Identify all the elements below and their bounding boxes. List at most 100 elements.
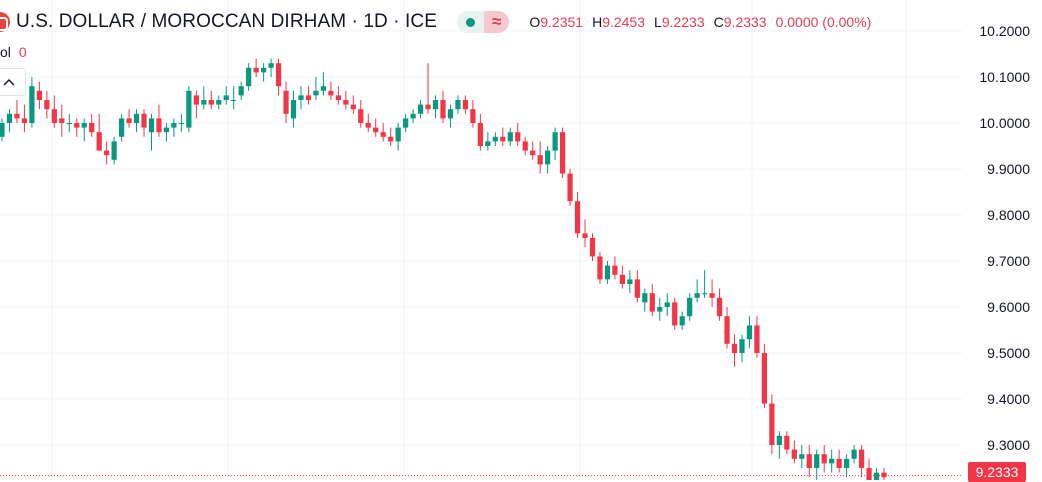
candle-body bbox=[133, 113, 140, 123]
candle-body bbox=[231, 100, 237, 101]
candle-body bbox=[320, 86, 327, 91]
symbol-logo-icon[interactable] bbox=[0, 12, 10, 32]
candle-body bbox=[66, 123, 72, 124]
candle-body bbox=[500, 136, 506, 142]
data-delay-icon[interactable]: ≈ bbox=[484, 11, 510, 33]
candle-body bbox=[844, 458, 850, 468]
candle-body bbox=[507, 132, 513, 142]
price-tick-label: 9.9000 bbox=[987, 161, 1030, 177]
candle-body bbox=[589, 238, 596, 257]
candle-body bbox=[761, 353, 768, 404]
candle-body bbox=[485, 141, 491, 146]
symbol-title[interactable]: U.S. DOLLAR / MOROCCAN DIRHAM · 1D · ICE bbox=[16, 11, 437, 32]
candle-body bbox=[343, 100, 349, 105]
collapse-legend-button[interactable] bbox=[0, 68, 26, 96]
candle-body bbox=[784, 435, 790, 450]
candle-body bbox=[208, 100, 214, 105]
candle-body bbox=[470, 109, 476, 123]
low-value: 9.2233 bbox=[661, 14, 705, 30]
price-tick-label: 9.8000 bbox=[987, 207, 1030, 223]
price-tick-label: 9.5000 bbox=[987, 345, 1030, 361]
candle-body bbox=[574, 201, 581, 234]
candle-body bbox=[821, 454, 827, 464]
candle-body bbox=[604, 265, 611, 280]
open-value: 9.2351 bbox=[540, 14, 584, 30]
candle-body bbox=[373, 127, 379, 133]
candle-body bbox=[672, 302, 678, 326]
candle-body bbox=[537, 155, 543, 165]
candle-body bbox=[769, 403, 775, 445]
price-tick-label: 9.7000 bbox=[987, 253, 1030, 269]
volume-value: 0 bbox=[18, 44, 27, 60]
candle-body bbox=[36, 90, 42, 100]
candle-body bbox=[634, 279, 640, 298]
candle-body bbox=[530, 150, 536, 156]
candle-body bbox=[687, 297, 693, 317]
candle-body bbox=[21, 118, 28, 123]
candle-body bbox=[417, 104, 424, 114]
candle-body bbox=[171, 123, 177, 128]
candle-body bbox=[582, 233, 588, 238]
candle-body bbox=[814, 454, 820, 468]
candle-body bbox=[425, 104, 431, 110]
candle-body bbox=[492, 136, 498, 142]
candle-body bbox=[881, 472, 887, 478]
price-tick-label: 10.0000 bbox=[979, 115, 1030, 131]
price-tick-label: 9.4000 bbox=[987, 391, 1030, 407]
candle-body bbox=[178, 123, 185, 124]
chart-grid bbox=[0, 0, 962, 480]
candle-body bbox=[365, 123, 371, 128]
candle-body bbox=[724, 316, 730, 344]
candle-body bbox=[716, 297, 723, 317]
candle-body bbox=[193, 95, 199, 105]
candle-body bbox=[462, 100, 469, 110]
candle-body bbox=[74, 123, 80, 128]
low-label: L bbox=[654, 14, 662, 30]
candle-body bbox=[597, 256, 603, 280]
candle-body bbox=[440, 100, 446, 119]
candle-body bbox=[866, 468, 872, 480]
candle-body bbox=[335, 95, 341, 100]
candle-body bbox=[694, 293, 700, 298]
candle-body bbox=[873, 472, 880, 480]
candle-body bbox=[156, 118, 162, 133]
candle-body bbox=[238, 86, 244, 96]
high-value: 9.2453 bbox=[602, 14, 646, 30]
candle-body bbox=[701, 293, 708, 295]
chart-header: U.S. DOLLAR / MOROCCAN DIRHAM · 1D · ICE… bbox=[0, 8, 1042, 36]
price-axis: 10.2000 10.1000 10.0000 9.9000 9.8000 9.7000 9… bbox=[979, 23, 1030, 453]
market-status-pill[interactable]: ≈ bbox=[457, 11, 510, 33]
candle-body bbox=[380, 132, 386, 137]
high-label: H bbox=[592, 14, 603, 30]
candle-body bbox=[642, 293, 648, 303]
candle-body bbox=[432, 100, 439, 110]
candle-body bbox=[29, 86, 35, 123]
candle-body bbox=[649, 293, 655, 312]
candle-body bbox=[275, 63, 282, 87]
candle-body bbox=[298, 95, 304, 100]
candle-body bbox=[0, 123, 5, 137]
candle-body bbox=[612, 265, 618, 275]
candle-body bbox=[776, 435, 782, 445]
candle-body bbox=[664, 302, 670, 307]
candle-body bbox=[799, 454, 805, 459]
close-value: 9.2333 bbox=[723, 14, 767, 30]
candle-body bbox=[104, 150, 110, 156]
candle-body bbox=[545, 150, 551, 165]
candle-body bbox=[6, 113, 13, 123]
candle-body bbox=[858, 449, 865, 468]
ohlc-values: O9.2351 H9.2453 L9.2233 C9.2333 0.0000 (… bbox=[529, 14, 871, 30]
candle-body bbox=[186, 90, 192, 128]
candle-body bbox=[96, 132, 102, 151]
open-label: O bbox=[529, 14, 541, 30]
change-value: 0.0000 (0.00%) bbox=[775, 14, 872, 30]
volume-legend: ol 0 bbox=[0, 44, 27, 60]
candle-body bbox=[260, 67, 267, 73]
candle-body bbox=[731, 343, 738, 353]
candle-body bbox=[829, 458, 835, 464]
candle-body bbox=[14, 113, 20, 119]
candle-body bbox=[552, 132, 558, 151]
candle-body bbox=[201, 100, 207, 105]
